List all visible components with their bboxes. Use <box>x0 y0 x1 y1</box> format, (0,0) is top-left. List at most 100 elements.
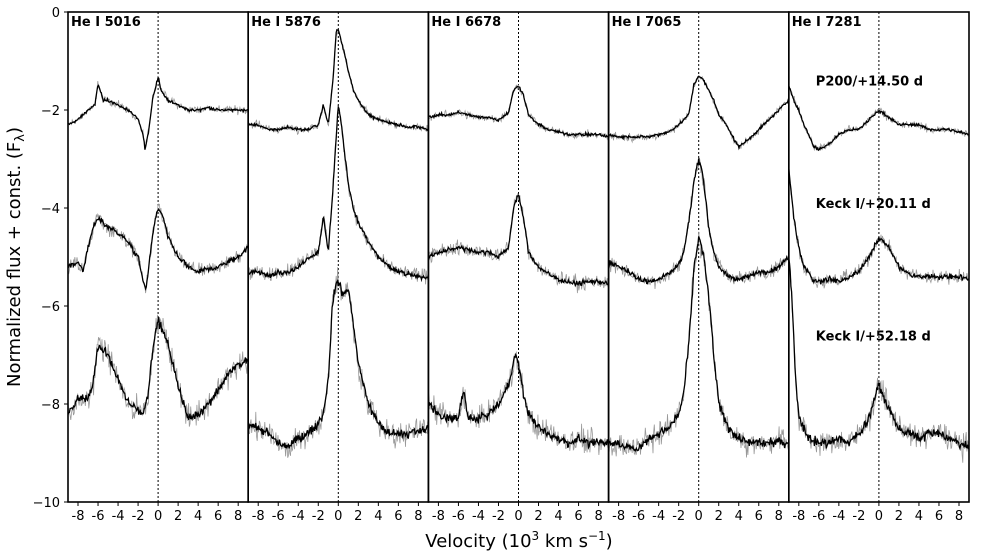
x-tick-label: 0 <box>875 509 883 524</box>
smoothed-spectrum-line <box>248 279 429 450</box>
y-tick-label: −10 <box>33 496 60 511</box>
epoch-label: Keck I/+20.11 d <box>816 197 931 212</box>
x-tick-label: 2 <box>715 509 723 524</box>
x-tick-label: -2 <box>312 509 325 524</box>
x-tick-label: -2 <box>492 509 505 524</box>
x-tick-label: 2 <box>895 509 903 524</box>
x-tick-label: -4 <box>832 509 845 524</box>
x-tick-label: -4 <box>472 509 485 524</box>
x-tick-label: 4 <box>374 509 382 524</box>
y-tick-label: −2 <box>41 104 60 119</box>
panel-title: He I 7281 <box>792 15 862 30</box>
smoothed-spectrum-line <box>428 85 609 139</box>
smoothed-spectrum-line <box>428 194 609 288</box>
smoothed-spectrum-line <box>248 28 429 133</box>
x-tick-label: -6 <box>272 509 285 524</box>
smoothed-spectrum-line <box>608 236 789 452</box>
x-tick-label: 6 <box>574 509 582 524</box>
x-tick-label: 4 <box>554 509 562 524</box>
x-tick-label: 8 <box>414 509 422 524</box>
x-tick-label: -8 <box>432 509 445 524</box>
x-axis-title-exp-neg1: −1 <box>588 529 606 543</box>
smoothed-spectrum-line <box>608 75 789 151</box>
x-tick-label: 2 <box>534 509 542 524</box>
smoothed-spectrum-line <box>788 85 969 152</box>
x-axis-title-exp-3: 3 <box>532 529 540 543</box>
x-tick-label: 0 <box>514 509 522 524</box>
panel-title: He I 5876 <box>251 15 321 30</box>
y-tick-label: −6 <box>41 300 60 315</box>
x-tick-label: 4 <box>915 509 923 524</box>
panel-series <box>428 84 609 456</box>
x-tick-label: -6 <box>812 509 825 524</box>
x-tick-label: -4 <box>652 509 665 524</box>
y-axis: 0 −2 −4 −6 −8 −10 <box>33 6 68 511</box>
raw-spectrum-line <box>608 157 789 290</box>
x-tick-label: 6 <box>214 509 222 524</box>
smoothed-spectrum-line <box>68 76 249 150</box>
panel-4: He I 7065 -8 -6 -4 -2 0 2 4 6 8 <box>607 11 790 524</box>
x-tick-label: -8 <box>252 509 265 524</box>
raw-spectrum-line <box>608 231 789 458</box>
smoothed-spectrum-line <box>68 208 249 291</box>
raw-spectrum-line <box>788 266 969 463</box>
raw-spectrum-line <box>608 75 789 149</box>
panel-series <box>608 75 789 458</box>
x-tick-label: -6 <box>452 509 465 524</box>
panel-series <box>788 85 969 463</box>
epoch-label: P200/+14.50 d <box>816 75 923 90</box>
x-tick-label: 8 <box>594 509 602 524</box>
x-tick-label: 6 <box>935 509 943 524</box>
panel-series <box>68 75 249 427</box>
panel-title: He I 6678 <box>431 15 501 30</box>
x-tick-label: 0 <box>695 509 703 524</box>
x-tick-label: 8 <box>775 509 783 524</box>
smoothed-spectrum-line <box>608 158 789 285</box>
x-tick-label: 6 <box>394 509 402 524</box>
panel-5: He I 7281 -8 -6 -4 -2 0 2 4 6 8 <box>787 11 970 524</box>
raw-spectrum-line <box>428 351 609 456</box>
x-tick-label: 0 <box>334 509 342 524</box>
x-axis-title-unit: km s <box>539 531 588 552</box>
x-tick-label: -4 <box>292 509 305 524</box>
panel-title: He I 7065 <box>612 15 682 30</box>
x-tick-label: 4 <box>194 509 202 524</box>
y-axis-title-close: ) <box>4 127 25 134</box>
x-tick-label: 8 <box>955 509 963 524</box>
x-tick-label: 0 <box>154 509 162 524</box>
panel-3: He I 6678 -8 -6 -4 -2 0 2 4 6 8 <box>427 11 610 524</box>
panel-1: He I 5016 -8 -6 -4 -2 0 2 4 6 8 <box>67 11 249 524</box>
y-tick-label: −4 <box>41 202 60 217</box>
x-tick-label: -6 <box>632 509 645 524</box>
panel-title: He I 5016 <box>71 15 141 30</box>
panel-2: He I 5876 -8 -6 -4 -2 0 2 4 6 8 <box>247 11 430 524</box>
x-axis-title-close: ) <box>606 531 613 552</box>
epoch-label: Keck I/+52.18 d <box>816 329 931 344</box>
x-tick-label: -8 <box>72 509 85 524</box>
smoothed-spectrum-line <box>788 258 969 452</box>
x-tick-label: -2 <box>852 509 865 524</box>
x-tick-label: 6 <box>755 509 763 524</box>
raw-spectrum-line <box>428 84 609 141</box>
y-tick-label: 0 <box>52 6 60 21</box>
y-axis-title: Normalized flux + const. (Fλ) <box>4 127 28 387</box>
x-tick-label: -6 <box>92 509 105 524</box>
x-tick-label: -2 <box>672 509 685 524</box>
x-axis-title: Velocity (103 km s−1) <box>425 529 612 552</box>
x-tick-label: -8 <box>792 509 805 524</box>
x-tick-label: 8 <box>234 509 242 524</box>
x-tick-label: -2 <box>132 509 145 524</box>
smoothed-spectrum-line <box>788 168 969 285</box>
x-tick-label: -8 <box>612 509 625 524</box>
raw-spectrum-line <box>68 314 249 427</box>
x-tick-label: 2 <box>174 509 182 524</box>
x-tick-label: -4 <box>112 509 125 524</box>
x-tick-label: 4 <box>735 509 743 524</box>
smoothed-spectrum-line <box>428 352 609 450</box>
raw-spectrum-line <box>428 193 609 294</box>
panels-layer: He I 5016-8 -6 -4 -2 0 2 4 6 8He I 5876-8 -6 -4 -2 0… <box>67 11 970 524</box>
x-tick-label: 2 <box>354 509 362 524</box>
y-tick-label: −8 <box>41 398 60 413</box>
panel-series <box>248 28 429 458</box>
